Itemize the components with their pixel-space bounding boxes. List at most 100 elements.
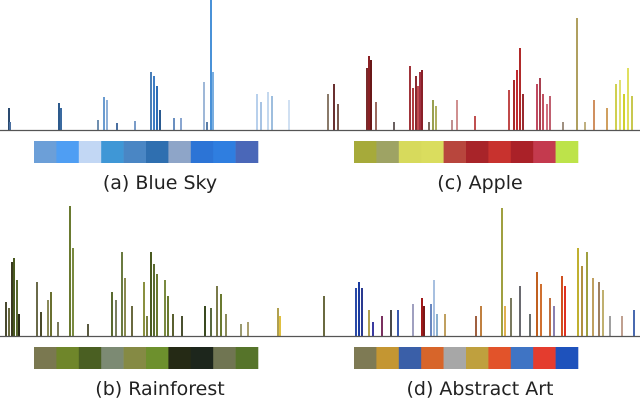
histogram-bar-26 xyxy=(553,306,555,336)
histogram-bar-38 xyxy=(627,68,629,130)
palette-swatch-2 xyxy=(398,347,422,369)
histogram-bar-12 xyxy=(430,304,432,336)
histogram-bar-1 xyxy=(8,308,10,336)
histogram-bar-13 xyxy=(173,118,175,130)
histogram-bar-5 xyxy=(18,314,20,336)
histogram-bar-25 xyxy=(536,84,538,130)
palette-swatch-8 xyxy=(213,347,236,369)
histogram-bar-20 xyxy=(508,90,510,130)
histogram-bar-6 xyxy=(36,282,38,336)
histogram-bar-17 xyxy=(210,0,212,130)
histogram-bar-17 xyxy=(124,278,126,336)
palette-swatch-3 xyxy=(101,347,124,369)
histogram-bar-21 xyxy=(519,286,521,336)
histogram-bar-27 xyxy=(181,316,183,336)
histogram-bar-18 xyxy=(456,100,458,130)
histogram-bar-2 xyxy=(358,282,360,336)
palette-swatch-3 xyxy=(101,141,124,163)
histogram-bar-19 xyxy=(256,94,258,130)
palette-swatch-9 xyxy=(235,141,259,163)
histogram-bar-15 xyxy=(115,300,117,336)
histogram-bar-35 xyxy=(609,316,611,336)
histogram-bar-8 xyxy=(397,310,399,336)
histogram-bar-18 xyxy=(212,72,214,130)
histogram-bar-0 xyxy=(5,302,7,336)
palette-swatch-4 xyxy=(123,347,147,369)
histogram-bar-23 xyxy=(288,100,290,130)
palette-swatch-8 xyxy=(533,347,556,369)
palette-swatch-0 xyxy=(34,141,57,163)
histogram-bar-0 xyxy=(327,94,329,130)
histogram-bar-10 xyxy=(57,322,59,336)
palette-swatch-7 xyxy=(510,141,534,163)
histogram-bar-28 xyxy=(204,306,206,336)
histogram-bar-12 xyxy=(159,110,161,130)
histogram-bar-7 xyxy=(390,310,392,336)
histogram-bar-15 xyxy=(203,82,205,130)
histogram-bar-7 xyxy=(393,122,395,130)
histogram-bar-1 xyxy=(333,84,335,130)
histogram-bar-5 xyxy=(370,60,372,130)
histogram-bar-36 xyxy=(279,316,281,336)
histogram-bar-36 xyxy=(621,316,623,336)
caption-blue-sky: (a) Blue Sky xyxy=(102,172,218,194)
histogram-bar-21 xyxy=(150,252,152,336)
palette-swatch-2 xyxy=(78,347,102,369)
histogram-bar-4 xyxy=(97,120,99,130)
histogram-bar-9 xyxy=(50,292,52,336)
histogram-bar-7 xyxy=(116,123,118,130)
histogram-bar-17 xyxy=(451,120,453,130)
palette-swatch-0 xyxy=(354,141,377,163)
histogram-bar-0 xyxy=(8,108,10,130)
palette-swatch-5 xyxy=(466,347,489,369)
histogram-bar-25 xyxy=(167,296,169,336)
palette-swatch-9 xyxy=(555,347,579,369)
histogram-rainforest xyxy=(0,206,320,369)
histogram-bar-24 xyxy=(522,94,524,130)
histogram-bar-3 xyxy=(361,288,363,336)
palette-swatch-3 xyxy=(421,141,444,163)
histogram-bar-26 xyxy=(539,78,541,130)
palette-swatch-0 xyxy=(34,347,57,369)
palette-swatch-6 xyxy=(168,141,192,163)
histogram-bar-2 xyxy=(58,103,60,130)
histogram-bar-4 xyxy=(368,310,370,336)
palette-swatch-7 xyxy=(190,347,214,369)
histogram-bar-37 xyxy=(633,310,635,336)
histogram-bar-16 xyxy=(206,122,208,130)
histogram-bar-20 xyxy=(146,316,148,336)
histogram-bar-10 xyxy=(153,76,155,130)
histogram-bar-21 xyxy=(513,80,515,130)
histogram-bar-20 xyxy=(260,102,262,130)
histogram-bar-9 xyxy=(412,304,414,336)
histogram-bar-14 xyxy=(111,292,113,336)
histogram-bar-11 xyxy=(156,86,158,130)
histogram-bar-31 xyxy=(220,294,222,336)
histogram-bar-18 xyxy=(501,208,503,336)
histogram-bar-8 xyxy=(409,66,411,130)
caption-abstract-art: (d) Abstract Art xyxy=(406,378,554,400)
histogram-bar-5 xyxy=(103,97,105,130)
chart-panel-blue-sky: (a) Blue Sky xyxy=(0,0,320,205)
histogram-bar-34 xyxy=(602,290,604,336)
histogram-bar-36 xyxy=(619,80,621,130)
histogram-bar-2 xyxy=(11,262,13,336)
histogram-bar-30 xyxy=(216,286,218,336)
histogram-bar-4 xyxy=(368,56,370,130)
palette-swatch-9 xyxy=(235,347,259,369)
histogram-bar-6 xyxy=(106,100,108,130)
histogram-bar-22 xyxy=(516,70,518,130)
histogram-bar-2 xyxy=(337,104,339,130)
palette-swatch-1 xyxy=(56,347,80,369)
palette-swatch-1 xyxy=(376,347,400,369)
palette-swatch-7 xyxy=(510,347,534,369)
histogram-bar-17 xyxy=(480,306,482,336)
histogram-bar-29 xyxy=(577,248,579,336)
histogram-bar-14 xyxy=(436,314,438,336)
histogram-bar-1 xyxy=(9,122,11,130)
histogram-bar-27 xyxy=(561,276,563,336)
histogram-bar-32 xyxy=(584,122,586,130)
histogram-bar-13 xyxy=(87,324,89,336)
palette-swatch-8 xyxy=(533,141,556,163)
chart-panel-apple: (c) Apple xyxy=(320,0,640,205)
